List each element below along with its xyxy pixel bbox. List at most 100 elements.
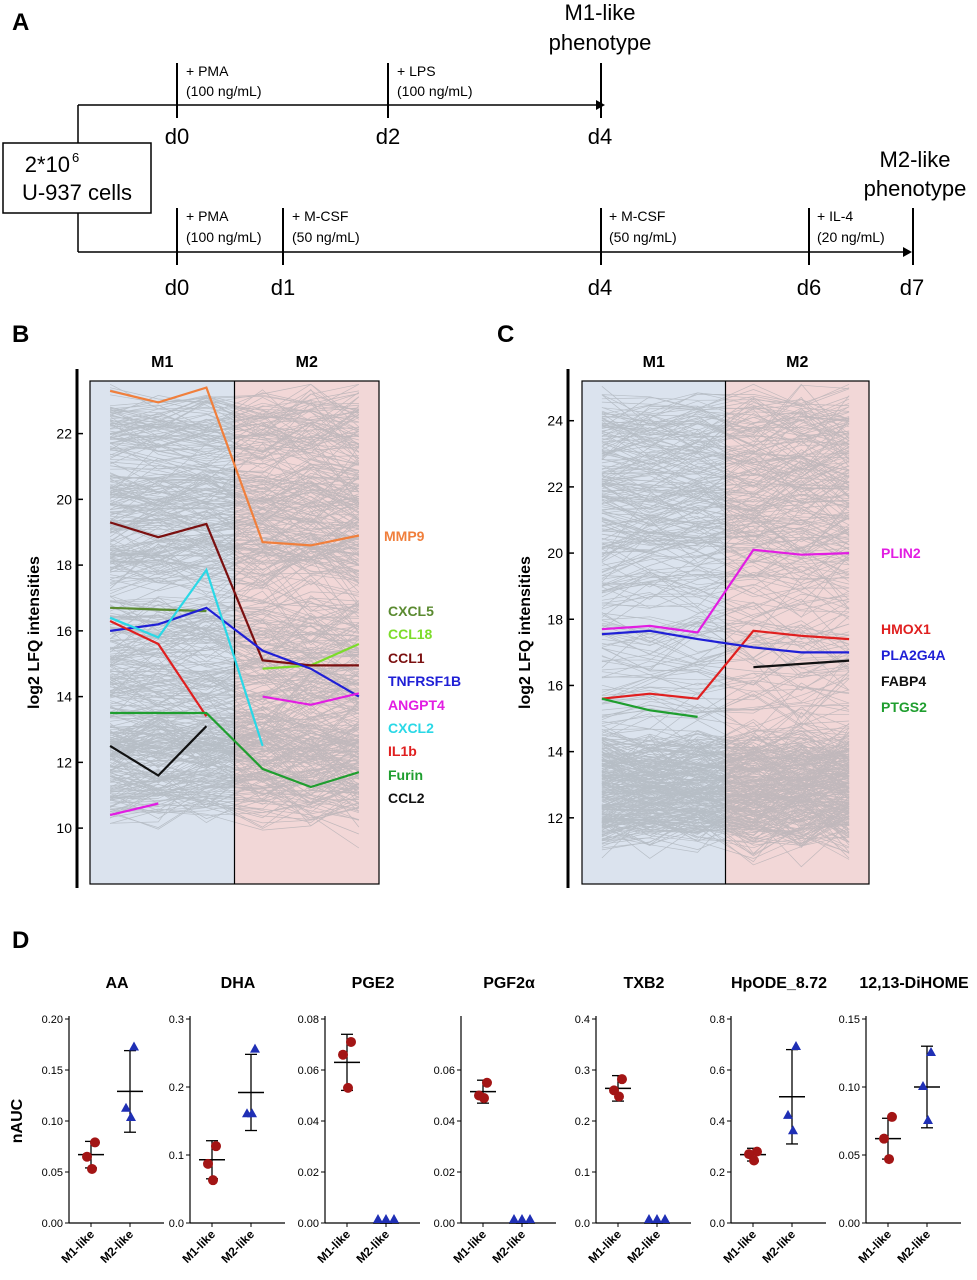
y-tick-label: 16 <box>56 623 72 639</box>
y-tick-label: 0.08 <box>298 1014 319 1026</box>
series-line-angpt4 <box>109 802 159 817</box>
subplot-title: PGE2 <box>352 975 395 992</box>
gene-label-pla2g4a: PLA2G4A <box>881 647 946 663</box>
m1-phenotype-line1: M1-like <box>565 0 636 25</box>
subplot-title: DHA <box>221 975 256 992</box>
y-axis-title: log2 LFQ intensities <box>517 556 534 709</box>
m1-phenotype-line2: phenotype <box>549 30 652 55</box>
series-line-angpt4 <box>262 692 360 706</box>
m2-data-point <box>788 1125 798 1135</box>
y-tick-label: 0.2 <box>710 1167 725 1179</box>
m2-data-point <box>923 1115 933 1124</box>
gene-label-ccl18: CCL18 <box>388 626 433 642</box>
y-tick-label: 20 <box>547 545 563 561</box>
y-axis-title: log2 LFQ intensities <box>26 556 43 709</box>
y-tick-label: 0.00 <box>42 1218 63 1230</box>
subplot-txb2: TXB2 0.0 0.1 0.2 0.3 0.4 M1-like M2-like <box>575 975 691 1266</box>
m1-data-point <box>346 1036 356 1047</box>
panel-b: 10 12 14 16 18 20 22 log2 LFQ intensities M1 M2 MM… <box>26 354 461 888</box>
m2-data-point <box>525 1214 535 1223</box>
m1-data-point <box>338 1049 348 1060</box>
y-tick-label: 0.1 <box>575 1167 590 1179</box>
y-tick-label: 12 <box>56 754 72 770</box>
m2-data-point <box>247 1108 257 1118</box>
gene-label-ccl2: CCL2 <box>388 790 425 806</box>
m2-timeline-arrow <box>903 247 912 257</box>
m1-data-point <box>482 1077 492 1088</box>
y-tick-label: 0.20 <box>42 1014 63 1026</box>
m2-treat-mcsf2-dose: (50 ng/mL) <box>609 229 677 245</box>
x-tick-label: M2-like <box>894 1227 933 1266</box>
gene-label-angpt4: ANGPT4 <box>388 697 445 713</box>
series-line-ccl1 <box>109 521 359 667</box>
series-line-cxcl5 <box>110 606 207 613</box>
y-tick-label: 0.00 <box>839 1218 860 1230</box>
y-tick-label: 0.4 <box>575 1014 590 1026</box>
subplot-title: TXB2 <box>624 975 665 992</box>
y-tick-label: 0.06 <box>298 1065 319 1077</box>
x-tick-label: M2-like <box>97 1227 136 1266</box>
series-line-furin <box>110 711 360 789</box>
gene-label-cxcl2: CXCL2 <box>388 720 434 736</box>
y-tick-label: 0.2 <box>169 1082 184 1094</box>
series-line-cxcl2 <box>109 567 264 747</box>
m1-data-point <box>87 1163 97 1174</box>
x-tick-label: M2-like <box>489 1227 528 1266</box>
y-tick-label: 0.05 <box>42 1167 63 1179</box>
m1-data-point <box>884 1154 894 1165</box>
y-tick-label: 0.3 <box>575 1065 590 1077</box>
y-tick-label: 0.04 <box>298 1116 319 1128</box>
m1-data-point <box>879 1133 889 1144</box>
gene-label-tnfrsf1b: TNFRSF1B <box>388 673 461 689</box>
m2-data-point <box>129 1041 139 1051</box>
series-line-ccl2 <box>109 725 208 777</box>
m2-data-point <box>389 1214 399 1223</box>
gene-label-cxcl5: CXCL5 <box>388 603 434 619</box>
m2-data-point <box>918 1081 928 1090</box>
m2-treat-mcsf1-dose: (50 ng/mL) <box>292 229 360 245</box>
gene-label-fabp4: FABP4 <box>881 673 926 689</box>
gene-label-ptgs2: PTGS2 <box>881 699 927 715</box>
y-tick-label: 14 <box>547 744 563 760</box>
m2-data-point <box>791 1041 801 1051</box>
y-tick-label: 0.02 <box>434 1167 455 1179</box>
y-tick-label: 0.2 <box>575 1116 590 1128</box>
y-tick-label: 18 <box>547 611 563 627</box>
m2-day-d7: d7 <box>900 275 924 300</box>
m1-day-d4: d4 <box>588 124 612 149</box>
y-tick-label: 0.06 <box>434 1065 455 1077</box>
m2-treat-mcsf1: + M-CSF <box>292 208 348 224</box>
subplot-aa: AA 0.00 0.05 0.10 0.15 0.20 M1-like M2-like <box>42 975 164 1266</box>
series-line-pla2g4a <box>601 629 850 654</box>
subplot-12,13-dihome: 12,13-DiHOME 0.00 0.05 0.10 0.15 M1-like M2-li… <box>839 975 969 1266</box>
cells-count: 2*10 <box>25 152 70 177</box>
x-tick-label: M2-like <box>759 1227 798 1266</box>
m2-data-point <box>381 1214 391 1223</box>
series-line-hmox1 <box>601 629 850 700</box>
m2-treat-mcsf2: + M-CSF <box>609 208 665 224</box>
y-tick-label: 22 <box>547 479 563 495</box>
m1-day-d0: d0 <box>165 124 189 149</box>
m1-treat-pma-dose: (100 ng/mL) <box>186 83 261 99</box>
y-axis-title: nAUC <box>9 1098 26 1143</box>
m2-day-d4: d4 <box>588 275 612 300</box>
y-tick-label: 0.04 <box>434 1116 455 1128</box>
series-line-mmp9 <box>109 386 360 547</box>
m2-data-point <box>644 1214 654 1223</box>
x-tick-label: M1-like <box>450 1227 489 1266</box>
x-tick-label: M1-like <box>179 1227 218 1266</box>
subplot-title: HpODE_8.72 <box>731 975 827 992</box>
y-tick-label: 0.05 <box>839 1150 860 1162</box>
gene-label-il1b: IL1b <box>388 743 417 759</box>
gene-label-mmp9: MMP9 <box>384 528 425 544</box>
m2-data-point <box>126 1111 136 1121</box>
m1-treat-lps: + LPS <box>397 63 436 79</box>
m1-data-point <box>82 1151 92 1162</box>
m2-data-point <box>250 1043 260 1053</box>
panel-b-label: B <box>12 321 29 348</box>
m1-data-point <box>343 1082 353 1093</box>
y-tick-label: 0.00 <box>298 1218 319 1230</box>
x-tick-label: M2-like <box>624 1227 663 1266</box>
m1-day-d2: d2 <box>376 124 400 149</box>
